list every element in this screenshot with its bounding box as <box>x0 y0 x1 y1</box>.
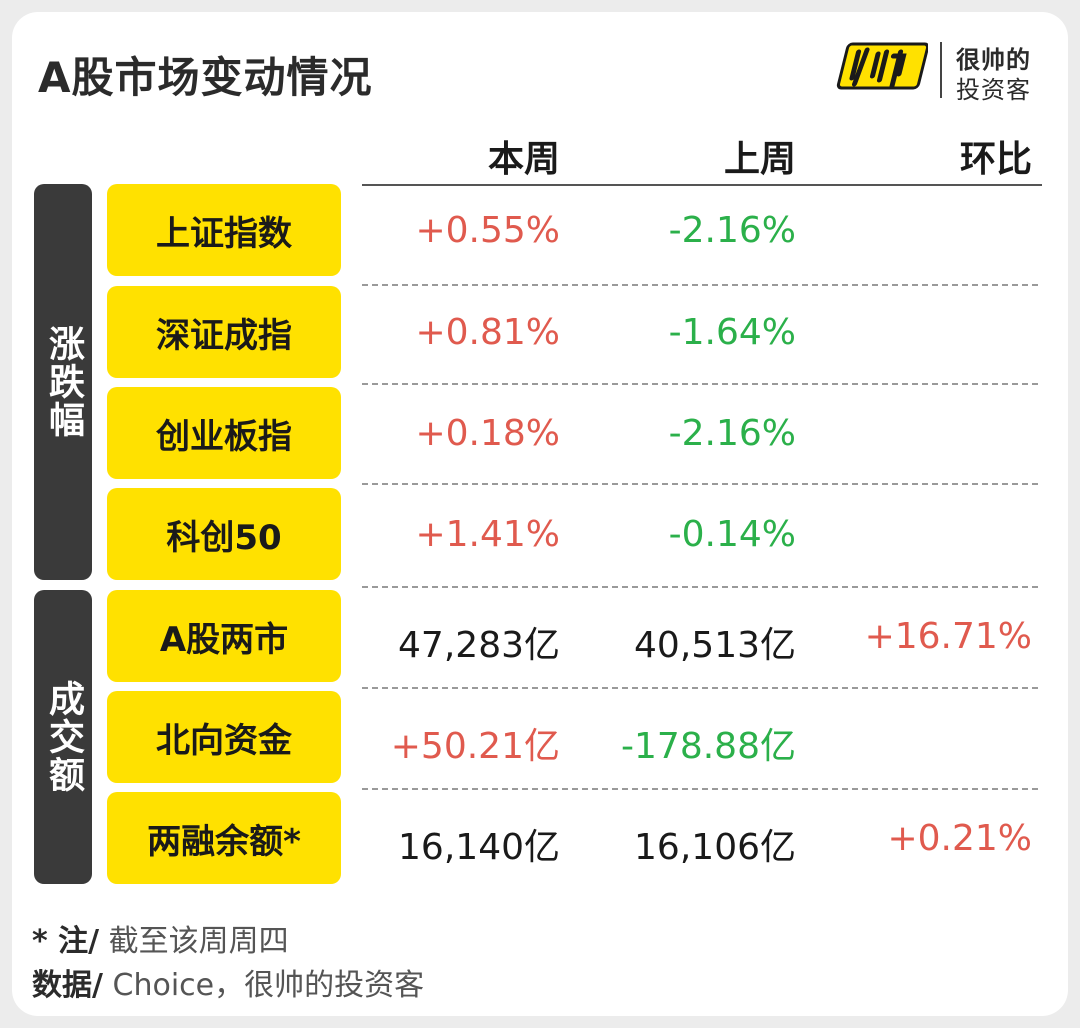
row-divider <box>362 586 1038 588</box>
row-label: 两融余额* <box>147 821 301 862</box>
cell-last-week: 40,513亿 <box>634 625 796 666</box>
cell-change: +16.71% <box>864 616 1032 657</box>
logo-divider <box>940 42 942 98</box>
row-divider <box>362 687 1038 689</box>
cell-this-week: +1.41% <box>415 514 560 555</box>
brand-logo: 很帅的 投资客 <box>836 38 1036 104</box>
row-label-box: 深证成指 <box>107 286 341 378</box>
cell-this-week: 47,283亿 <box>398 625 560 666</box>
footnote: * 注/ 截至该周周四 <box>32 916 289 960</box>
row-divider <box>362 788 1038 790</box>
cell-last-week: -1.64% <box>668 312 796 353</box>
column-header-last-week: 上周 <box>723 139 796 180</box>
cell-last-week: -2.16% <box>668 413 796 454</box>
cell-this-week: +0.81% <box>415 312 560 353</box>
row-divider <box>362 383 1038 385</box>
row-divider <box>362 483 1038 485</box>
group-turnover: 成交额 <box>34 590 92 884</box>
column-header-change: 环比 <box>959 139 1032 180</box>
row-label: 上证指数 <box>156 213 292 254</box>
cell-this-week: +0.55% <box>415 210 560 251</box>
source-note: 数据/ Choice，很帅的投资客 <box>32 960 424 1004</box>
cell-last-week: -178.88亿 <box>621 726 796 767</box>
cell-this-week: +0.18% <box>415 413 560 454</box>
source-text: Choice，很帅的投资客 <box>102 968 425 1003</box>
row-label-box: A股两市 <box>107 590 341 682</box>
row-label-box: 科创50 <box>107 488 341 580</box>
row-divider <box>362 284 1038 286</box>
header-divider <box>362 184 1042 186</box>
row-label: 北向资金 <box>156 720 292 761</box>
group-label-change-pct: 涨跌幅 <box>43 325 84 439</box>
cell-last-week: -2.16% <box>668 210 796 251</box>
source-label: 数据/ <box>32 968 103 1003</box>
row-label-box: 两融余额* <box>107 792 341 884</box>
page-title: A股市场变动情况 <box>38 53 373 102</box>
cell-last-week: -0.14% <box>668 514 796 555</box>
row-label: 创业板指 <box>156 416 292 457</box>
row-label-box: 上证指数 <box>107 184 341 276</box>
group-change-pct: 涨跌幅 <box>34 184 92 580</box>
row-label: 深证成指 <box>156 315 292 356</box>
column-header-this-week: 本周 <box>487 139 560 180</box>
logo-text-line2: 投资客 <box>956 76 1031 104</box>
cell-change: +0.21% <box>887 818 1032 859</box>
cell-this-week: +50.21亿 <box>390 726 560 767</box>
cell-last-week: 16,106亿 <box>634 827 796 868</box>
footnote-text: 截至该周周四 <box>99 924 289 959</box>
cell-this-week: 16,140亿 <box>398 827 560 868</box>
row-label-box: 北向资金 <box>107 691 341 783</box>
row-label: A股两市 <box>159 619 289 660</box>
logo-text-line1: 很帅的 <box>956 46 1031 74</box>
row-label-box: 创业板指 <box>107 387 341 479</box>
footnote-label: * 注/ <box>32 924 100 959</box>
logo-mark-icon <box>836 42 928 90</box>
group-label-turnover: 成交额 <box>43 680 84 794</box>
row-label: 科创50 <box>166 517 282 558</box>
